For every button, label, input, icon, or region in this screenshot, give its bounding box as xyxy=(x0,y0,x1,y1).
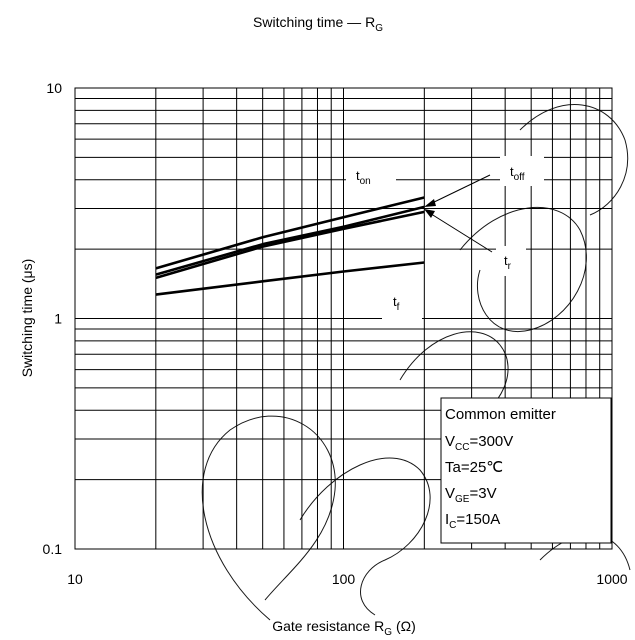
series-line-toff xyxy=(155,205,425,276)
tr-label-bg xyxy=(496,246,526,276)
x-tick-label: 100 xyxy=(332,571,356,587)
toff-arrow xyxy=(427,174,491,206)
y-tick-label: 0.1 xyxy=(43,541,63,557)
tr-arrowhead xyxy=(424,209,435,218)
chart-title: Switching time — RG xyxy=(253,14,383,34)
condition-line: VCC=300V xyxy=(445,433,513,453)
ton-label-bg xyxy=(346,158,396,192)
x-tick-label: 1000 xyxy=(596,571,627,587)
series-label-toff: toff xyxy=(510,164,525,183)
tr-arrow xyxy=(427,211,493,253)
series-label-tf: tf xyxy=(393,294,400,313)
series-line-tf xyxy=(155,261,425,296)
series-label-tr: tr xyxy=(504,253,512,272)
condition-line: Common emitter xyxy=(445,406,556,423)
toff-label-bg xyxy=(500,156,544,186)
y-axis-label: Switching time (μs) xyxy=(19,259,35,378)
y-tick-label: 1 xyxy=(54,311,62,327)
y-tick-labels: 10 1 0.1 xyxy=(43,80,63,557)
x-axis-label: Gate resistance RG (Ω) xyxy=(272,618,416,638)
tf-label-bg xyxy=(382,283,422,323)
plot-frame xyxy=(74,87,613,550)
x-tick-label: 10 xyxy=(67,571,83,587)
series-lines xyxy=(155,196,425,296)
series-line-tr xyxy=(155,210,425,280)
series-line-ton xyxy=(155,196,425,270)
x-tick-labels: 10 100 1000 xyxy=(67,571,628,587)
toff-arrowhead xyxy=(424,199,436,207)
y-tick-label: 10 xyxy=(46,80,62,96)
condition-line: VGE=3V xyxy=(445,485,497,505)
condition-line: IC=150A xyxy=(445,511,500,531)
conditions-box xyxy=(440,397,612,544)
series-label-ton: ton xyxy=(356,168,371,187)
condition-line: Ta=25℃ xyxy=(445,459,503,476)
